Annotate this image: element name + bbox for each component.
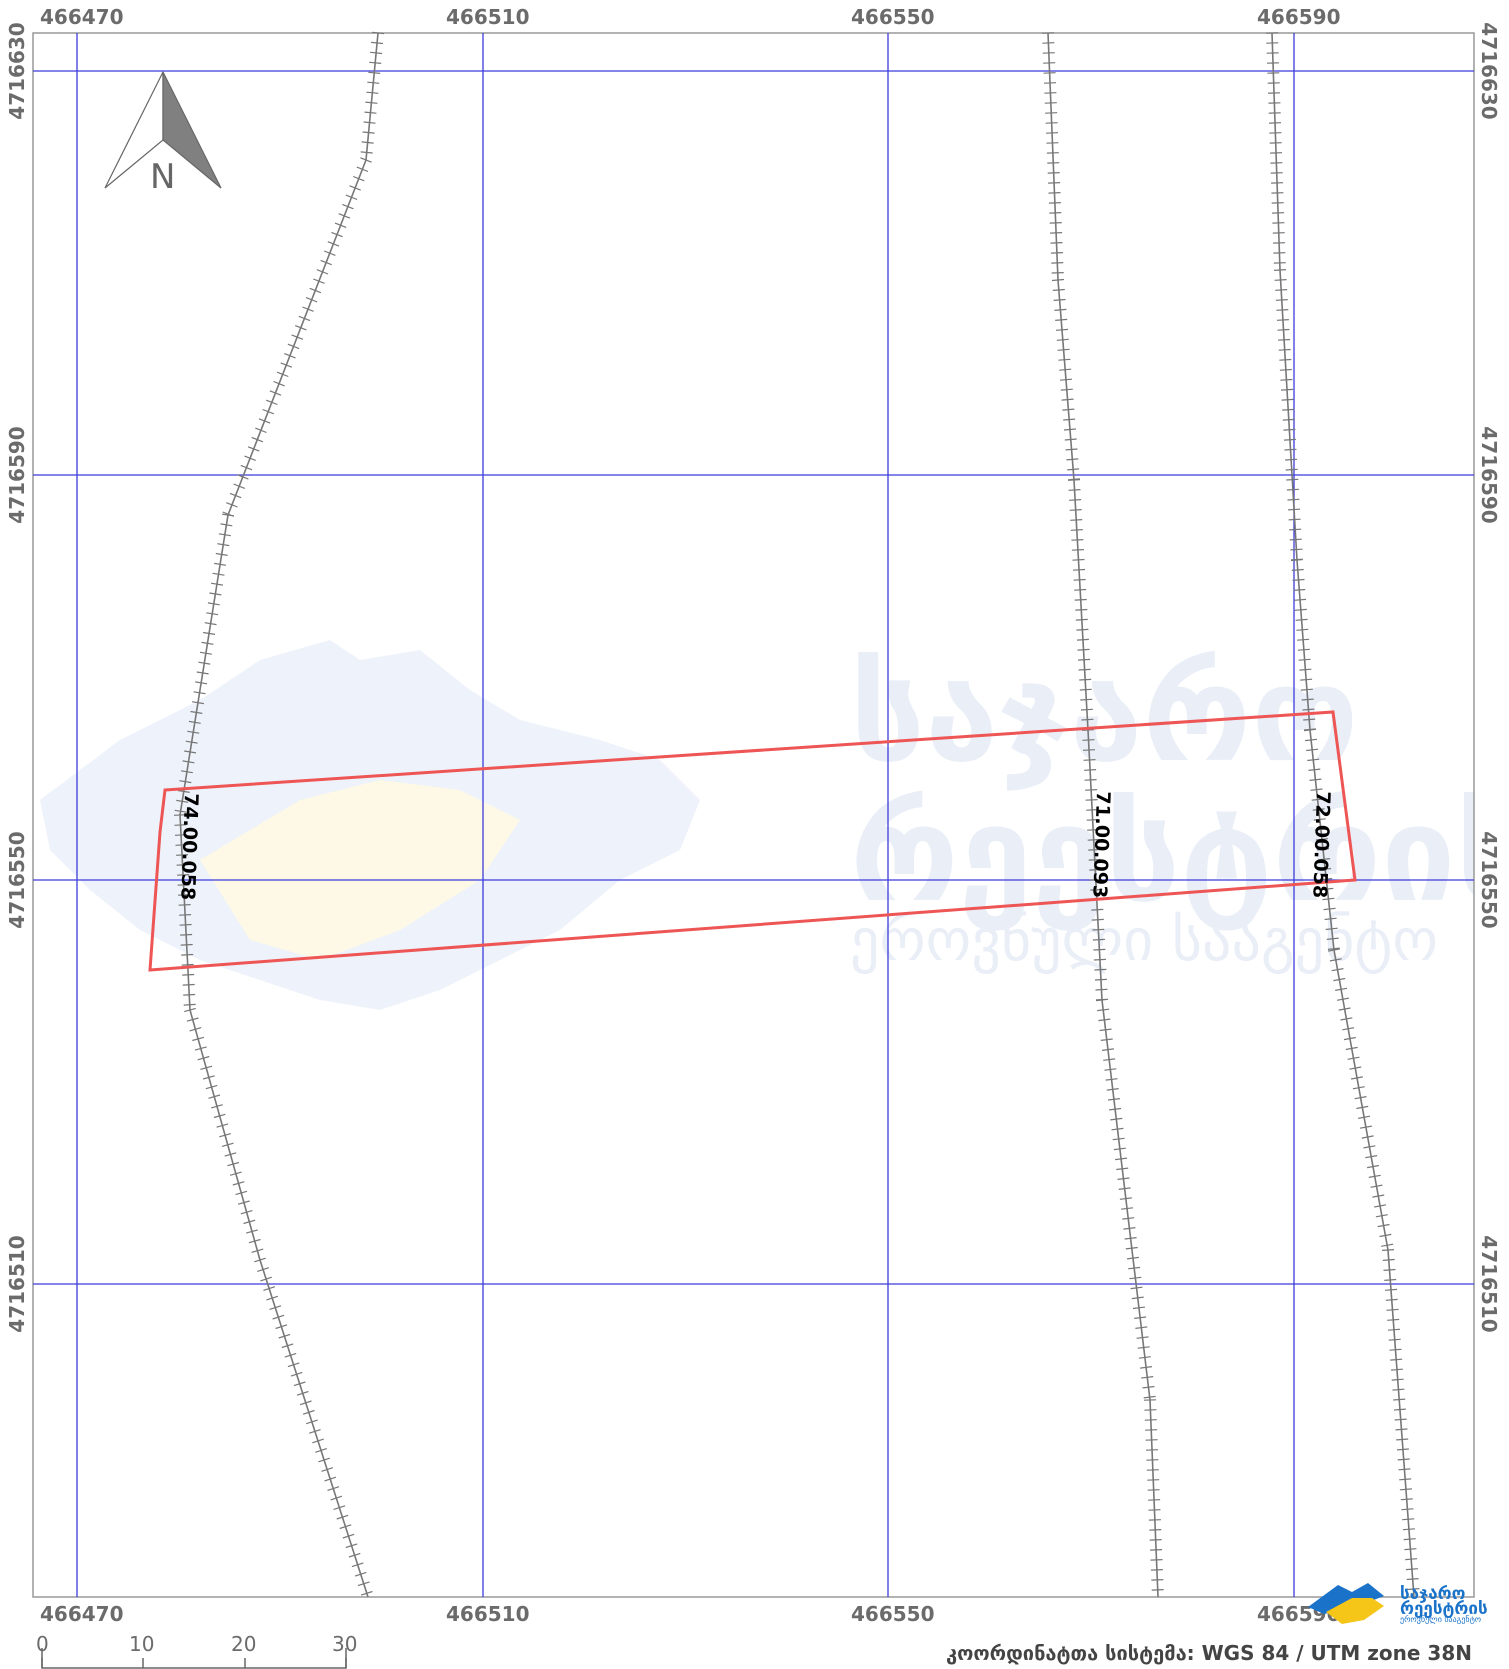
scale-label-30: 30 bbox=[332, 1632, 357, 1656]
parcel-labels: 74.00.058 71.00.093 72.00.058 bbox=[176, 791, 1334, 901]
railway-line-east bbox=[1265, 32, 1420, 1598]
crs-label: კოორდინატთა სისტემა: WGS 84 / UTM zone 3… bbox=[946, 1641, 1472, 1665]
bottom-coordinate-labels: 466470 466510 466550 466590 bbox=[40, 1602, 1341, 1626]
right-y-label-3: 4716550 bbox=[1477, 831, 1501, 928]
parcel-label-1: 74.00.058 bbox=[176, 793, 202, 901]
railway-line-west-ticks bbox=[173, 31, 385, 1596]
scale-label-20: 20 bbox=[231, 1632, 256, 1656]
railway-line-west bbox=[173, 31, 385, 1598]
right-y-label-4: 4716510 bbox=[1477, 1235, 1501, 1332]
north-label: N bbox=[150, 157, 175, 197]
right-y-label-1: 4716630 bbox=[1477, 22, 1501, 119]
watermark-sun-shape bbox=[200, 780, 520, 960]
watermark-line-3: ეროვნული სააგენტო bbox=[850, 906, 1438, 974]
top-x-label-1: 466470 bbox=[40, 5, 124, 29]
parcel-label-3: 72.00.058 bbox=[1308, 791, 1334, 899]
watermark-line-2: რეესტრის bbox=[850, 778, 1509, 932]
top-coordinate-labels: 466470 466510 466550 466590 bbox=[40, 5, 1341, 29]
scale-label-10: 10 bbox=[129, 1632, 154, 1656]
right-y-label-2: 4716590 bbox=[1477, 426, 1501, 523]
map-frame bbox=[32, 32, 1475, 1598]
railway-lines bbox=[173, 31, 1420, 1598]
railway-line-east-ticks bbox=[1265, 32, 1420, 1591]
scale-label-0: 0 bbox=[36, 1632, 49, 1656]
left-y-label-2: 4716590 bbox=[5, 426, 29, 523]
top-x-label-2: 466510 bbox=[446, 5, 530, 29]
parcel-outline bbox=[148, 710, 1357, 972]
bottom-x-label-2: 466510 bbox=[446, 1602, 530, 1626]
bottom-x-label-1: 466470 bbox=[40, 1602, 124, 1626]
left-coordinate-labels: 4716630 4716590 4716550 4716510 bbox=[5, 22, 29, 1332]
scale-bar: 0 10 20 30 bbox=[36, 1632, 357, 1669]
logo-line-3: ეროვნული სააგენტო bbox=[1400, 1614, 1481, 1624]
left-y-label-4: 4716510 bbox=[5, 1235, 29, 1332]
parcel-label-2: 71.00.093 bbox=[1088, 791, 1114, 899]
north-arrow-icon: N bbox=[104, 71, 222, 197]
logo-line-2: რეესტრის bbox=[1400, 1599, 1488, 1619]
left-y-label-1: 4716630 bbox=[5, 22, 29, 119]
bottom-x-label-3: 466550 bbox=[851, 1602, 935, 1626]
watermark: საჯარო რეესტრის ეროვნული სააგენტო bbox=[40, 638, 1509, 1010]
top-x-label-4: 466590 bbox=[1257, 5, 1341, 29]
logo-line-1: საჯარო bbox=[1400, 1584, 1466, 1604]
left-y-label-3: 4716550 bbox=[5, 831, 29, 928]
right-coordinate-labels: 4716630 4716590 4716550 4716510 bbox=[1477, 22, 1501, 1332]
napr-logo-icon: საჯარო რეესტრის ეროვნული სააგენტო bbox=[1308, 1583, 1488, 1624]
top-x-label-3: 466550 bbox=[851, 5, 935, 29]
coordinate-grid bbox=[33, 33, 1474, 1597]
